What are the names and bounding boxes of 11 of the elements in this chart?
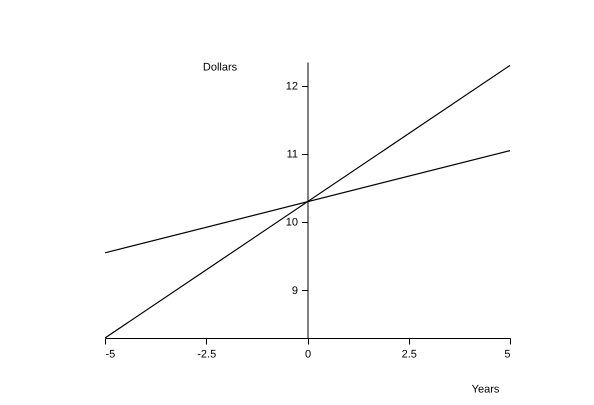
y-tick-label: 9 [292,284,298,297]
x-tick-label: -2.5 [197,348,216,360]
x-tick-label: 5 [504,348,510,360]
x-tick-label: 2.5 [402,348,417,360]
y-tick-label: 10 [286,216,298,229]
x-axis-title: Years [472,384,500,396]
x-tick-label: -5 [106,348,116,360]
y-axis-title: Dollars [202,62,238,74]
y-tick-label: 11 [286,148,298,160]
y-tick-label: 12 [286,80,298,92]
x-tick-label: 0 [304,348,312,360]
